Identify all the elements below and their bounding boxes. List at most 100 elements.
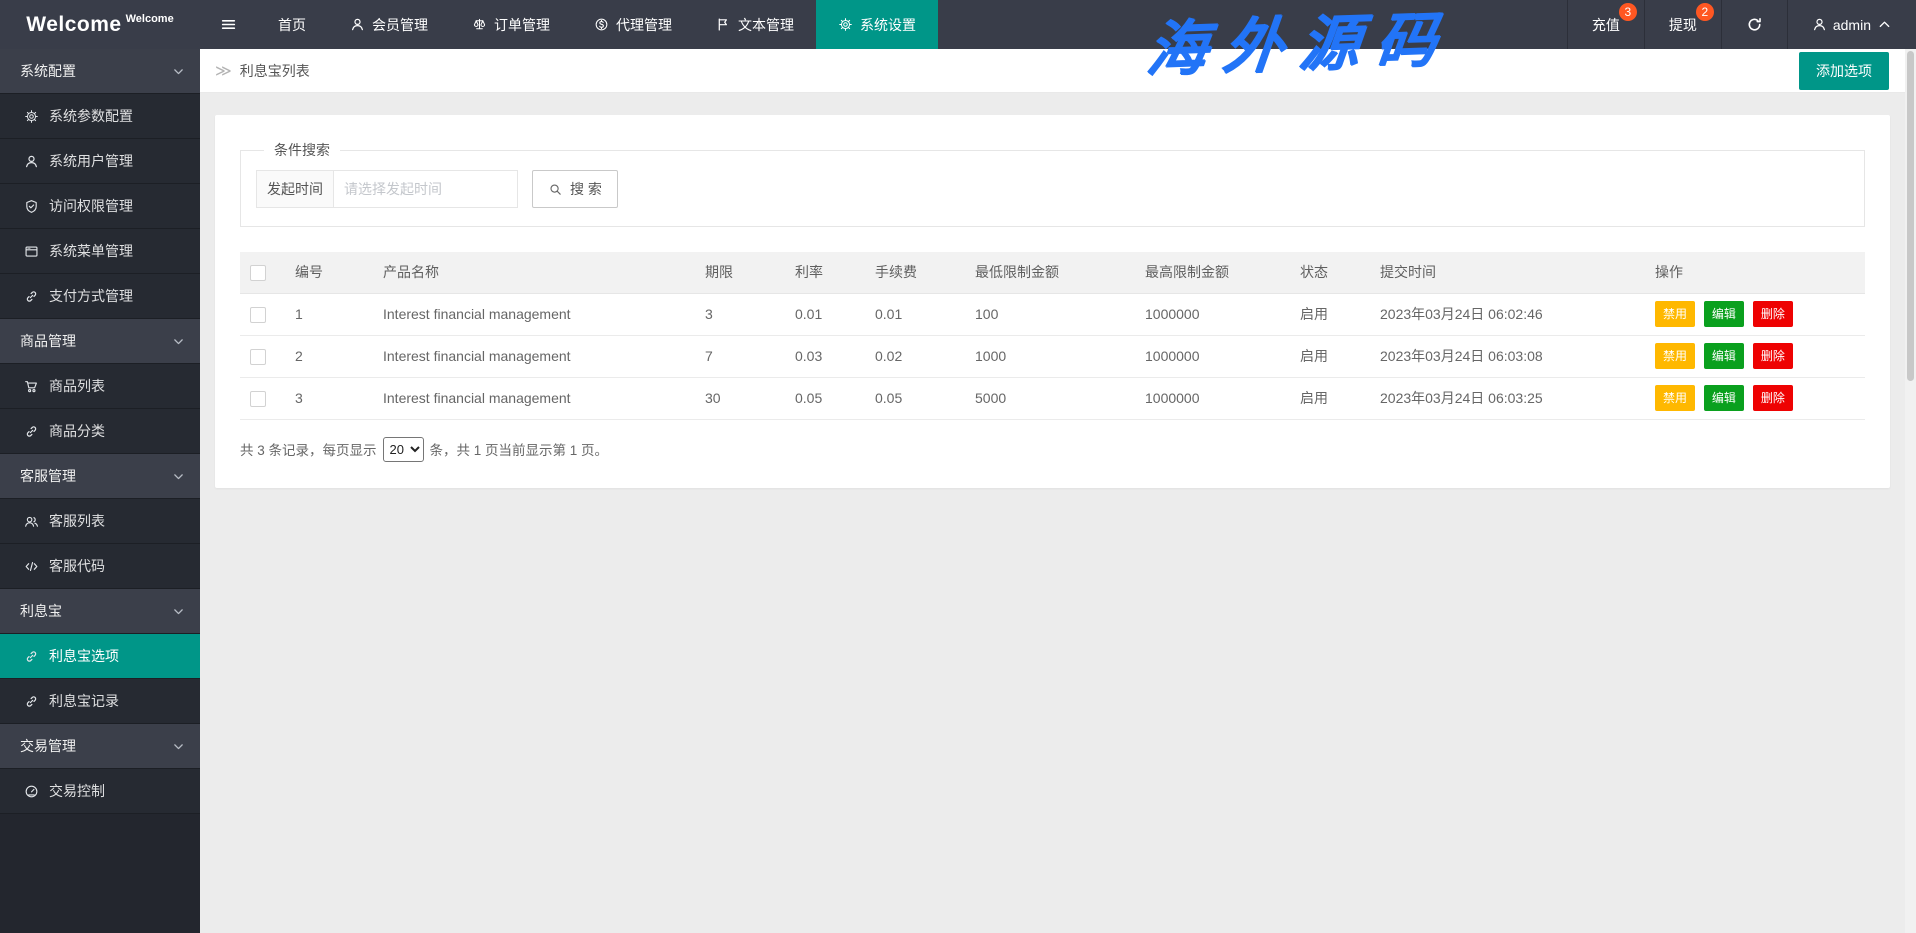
nav-item-agents[interactable]: 代理管理 [572, 0, 694, 49]
nav-item-members[interactable]: 会员管理 [328, 0, 450, 49]
edit-button[interactable]: 编辑 [1703, 301, 1744, 327]
link-icon [26, 425, 37, 437]
sidebar-item-label: 访问权限管理 [49, 198, 133, 214]
search-fieldset: 条件搜索 发起时间 搜 索 [240, 140, 1865, 227]
group-label: 商品管理 [20, 333, 76, 349]
chevron-down-icon [174, 743, 183, 749]
link-icon [26, 695, 37, 707]
sidebar-item-label: 系统菜单管理 [49, 243, 133, 259]
sidebar-item-system-users[interactable]: 系统用户管理 [0, 139, 200, 184]
delete-button[interactable]: 删除 [1752, 343, 1793, 369]
chevron-down-icon [174, 338, 183, 344]
interest-options-table: 编号 产品名称 期限 利率 手续费 最低限制金额 最高限制金额 状态 提交时间 … [240, 252, 1865, 420]
table-header-row: 编号 产品名称 期限 利率 手续费 最低限制金额 最高限制金额 状态 提交时间 … [240, 252, 1865, 294]
main-menu: 首页 会员管理 订单管理 代理管理 文本管理 系统设置 [256, 0, 938, 49]
nav-item-orders[interactable]: 订单管理 [450, 0, 572, 49]
sidebar-item-label: 利息宝选项 [49, 648, 119, 664]
sidebar-item-label: 系统用户管理 [49, 153, 133, 169]
col-header-term: 期限 [695, 252, 785, 294]
disable-button[interactable]: 禁用 [1655, 301, 1696, 327]
cart-icon [25, 380, 37, 392]
start-time-label: 发起时间 [256, 170, 333, 208]
disable-button[interactable]: 禁用 [1655, 385, 1696, 411]
cell-rate: 0.03 [785, 335, 865, 378]
search-button-label: 搜 索 [570, 181, 602, 197]
sidebar-item-payment-methods[interactable]: 支付方式管理 [0, 274, 200, 319]
disable-button[interactable]: 禁用 [1655, 343, 1696, 369]
cell-id: 2 [285, 335, 373, 378]
sidebar-group-trade[interactable]: 交易管理 [0, 724, 200, 769]
username: admin [1832, 16, 1871, 33]
edit-button[interactable]: 编辑 [1703, 385, 1744, 411]
edit-button[interactable]: 编辑 [1703, 343, 1744, 369]
double-chevron-icon: ≫ [215, 62, 232, 80]
row-checkbox[interactable] [250, 390, 266, 407]
page-size-select[interactable]: 20 [382, 436, 424, 462]
flag-icon [718, 18, 728, 31]
delete-button[interactable]: 删除 [1752, 385, 1793, 411]
cell-term: 30 [695, 377, 785, 420]
user-menu[interactable]: admin [1786, 0, 1916, 49]
sidebar-group-interest[interactable]: 利息宝 [0, 589, 200, 634]
cell-status: 启用 [1290, 293, 1370, 336]
sidebar-item-label: 利息宝记录 [49, 693, 119, 709]
select-all-checkbox[interactable] [250, 264, 266, 281]
scrollbar-thumb[interactable] [1907, 51, 1914, 381]
sidebar-item-label: 商品分类 [49, 423, 105, 439]
nav-item-text[interactable]: 文本管理 [694, 0, 816, 49]
scales-icon [473, 18, 486, 30]
sidebar-item-service-code[interactable]: 客服代码 [0, 544, 200, 589]
sidebar-toggle[interactable] [200, 0, 256, 49]
cell-min: 1000 [965, 335, 1135, 378]
sidebar-item-product-list[interactable]: 商品列表 [0, 364, 200, 409]
col-header-name: 产品名称 [373, 252, 695, 294]
chevron-down-icon [174, 608, 183, 614]
sidebar: 系统配置 系统参数配置 系统用户管理 访问权限管理 系统菜单管理 支付方式管理 … [0, 49, 200, 933]
chevron-up-icon [1879, 21, 1890, 28]
recharge-badge: 3 [1618, 3, 1637, 21]
cell-id: 3 [285, 377, 373, 420]
refresh-button[interactable] [1720, 0, 1787, 49]
sidebar-item-product-categories[interactable]: 商品分类 [0, 409, 200, 454]
cell-name: Interest financial management [373, 293, 695, 336]
app-logo[interactable]: Welcome Welcome [0, 0, 200, 49]
sidebar-item-service-list[interactable]: 客服列表 [0, 499, 200, 544]
col-header-min: 最低限制金额 [965, 252, 1135, 294]
cell-time: 2023年03月24日 06:03:25 [1370, 377, 1645, 420]
gauge-icon [25, 785, 38, 797]
nav-item-system-settings[interactable]: 系统设置 [816, 0, 938, 49]
window-icon [25, 245, 38, 257]
sidebar-item-access-rights[interactable]: 访问权限管理 [0, 184, 200, 229]
row-checkbox[interactable] [250, 348, 266, 365]
sidebar-item-label: 交易控制 [49, 783, 105, 799]
sidebar-item-trade-control[interactable]: 交易控制 [0, 769, 200, 814]
list-card: 条件搜索 发起时间 搜 索 [215, 115, 1890, 488]
start-time-input[interactable] [333, 170, 518, 208]
sidebar-item-system-params[interactable]: 系统参数配置 [0, 94, 200, 139]
sidebar-group-system-config[interactable]: 系统配置 [0, 49, 200, 94]
delete-button[interactable]: 删除 [1752, 301, 1793, 327]
recharge-button[interactable]: 充值 3 [1566, 0, 1644, 49]
sidebar-item-interest-records[interactable]: 利息宝记录 [0, 679, 200, 724]
cell-time: 2023年03月24日 06:03:08 [1370, 335, 1645, 378]
cell-term: 7 [695, 335, 785, 378]
cell-max: 1000000 [1135, 335, 1290, 378]
page-scrollbar[interactable] [1905, 49, 1916, 933]
cell-id: 1 [285, 293, 373, 336]
chevron-down-icon [174, 473, 183, 479]
nav-item-home[interactable]: 首页 [256, 0, 328, 49]
sidebar-item-interest-options[interactable]: 利息宝选项 [0, 634, 200, 679]
add-option-button[interactable]: 添加选项 [1799, 51, 1889, 90]
withdraw-button[interactable]: 提现 2 [1643, 0, 1721, 49]
sidebar-group-products[interactable]: 商品管理 [0, 319, 200, 364]
person-icon [352, 18, 363, 31]
search-button[interactable]: 搜 索 [532, 170, 618, 208]
refresh-icon [1748, 17, 1761, 31]
sidebar-item-system-menus[interactable]: 系统菜单管理 [0, 229, 200, 274]
sidebar-group-customer-service[interactable]: 客服管理 [0, 454, 200, 499]
col-header-time: 提交时间 [1370, 252, 1645, 294]
row-checkbox[interactable] [250, 306, 266, 323]
logo-superscript: Welcome [125, 12, 174, 25]
cell-name: Interest financial management [373, 377, 695, 420]
